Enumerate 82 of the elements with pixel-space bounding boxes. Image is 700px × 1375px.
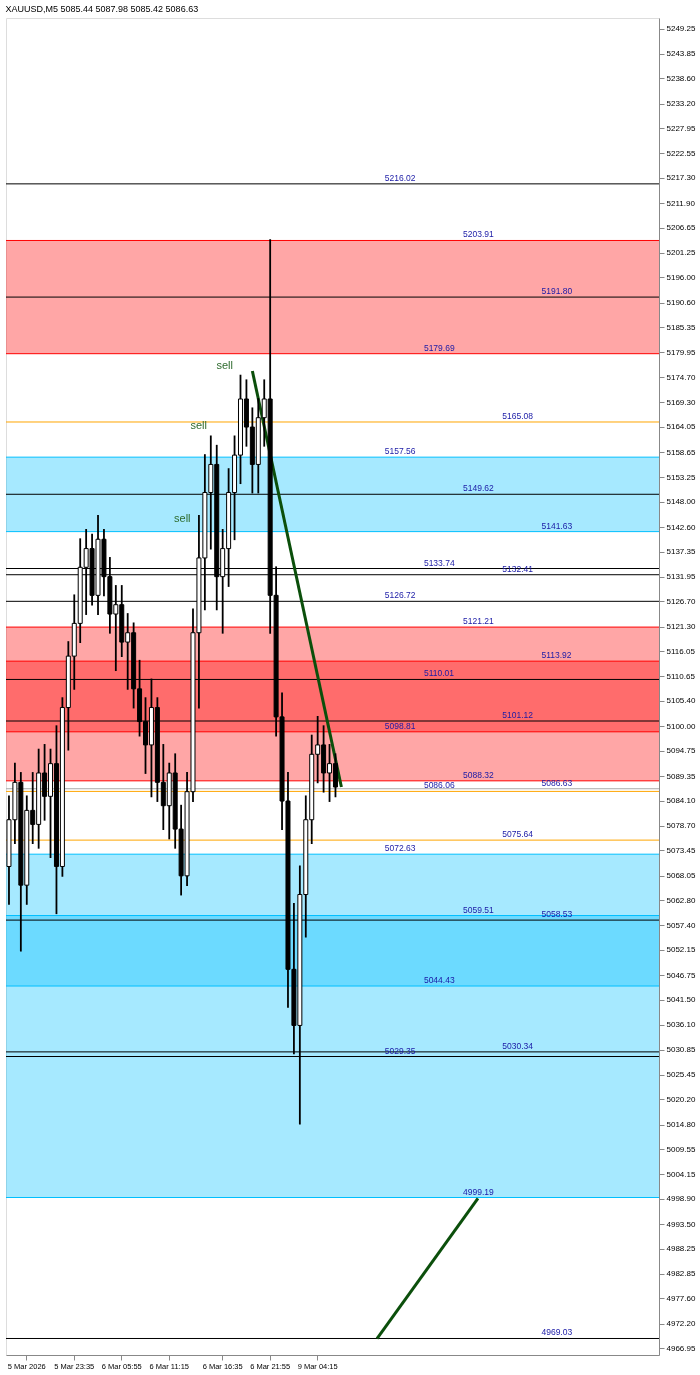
ref-line-label: 5098.81 [384,720,416,731]
y-tick-label: 5185.35 [666,322,696,332]
y-tick-label: 5222.55 [666,148,696,158]
ref-line-label: 5059.51 [463,904,495,915]
y-tick-label: 5009.55 [666,1144,696,1154]
ref-line-label: 4969.03 [541,1327,573,1338]
ref-line-label: 5157.56 [384,446,416,457]
ref-line-label: 5121.21 [463,616,495,627]
y-tick-label: 5196.00 [666,272,696,282]
y-tick-label: 5201.25 [666,248,696,258]
y-tick-label: 5164.05 [666,422,696,432]
y-tick-label: 5206.65 [666,223,696,233]
ref-line-label: 5086.06 [423,780,455,791]
y-tick-label: 5121.30 [666,622,696,632]
y-tick-label: 4972.20 [666,1319,696,1329]
y-tick-label: 5249.25 [666,24,696,34]
y-tick-label: 5110.65 [666,671,696,681]
ref-line-label: 5075.64 [502,829,534,840]
y-tick-label: 5100.00 [666,721,696,731]
ref-line-label: 5072.63 [384,843,416,854]
y-tick-label: 5062.80 [666,895,696,905]
y-tick-label: 5052.15 [666,945,696,955]
y-tick-label: 5158.65 [666,447,696,457]
y-tick-label: 5211.90 [666,198,696,208]
ref-line-label: 5216.02 [384,172,416,183]
ref-line-label: 5044.43 [423,975,455,986]
ref-line-label: 5110.01 [423,668,455,679]
y-tick-label: 5148.00 [666,497,696,507]
chart-title: XAUUSD,M5 5085.44 5087.98 5085.42 5086.63 [5,4,199,14]
ref-line-label: 5191.80 [541,286,573,297]
ref-line-label: 5149.62 [463,483,495,494]
y-tick-label: 4966.95 [666,1343,696,1353]
y-tick-label: 5126.70 [666,596,696,606]
y-tick-label: 4988.25 [666,1244,696,1254]
y-tick-label: 5030.85 [666,1045,696,1054]
ref-line-label: 5030.34 [502,1040,534,1051]
y-tick-label: 4977.60 [666,1293,696,1303]
annotation: sell [216,358,234,371]
y-tick-label: 5238.60 [666,73,696,83]
ref-line-label: 5086.63 [541,777,573,788]
y-tick-label: 5046.75 [666,970,696,980]
ref-line-label: 5113.92 [541,650,572,661]
y-tick-label: 5094.75 [666,746,696,756]
y-tick-label: 5078.70 [666,821,696,831]
y-tick-label: 5089.35 [666,771,696,781]
y-tick-label: 5105.40 [666,696,696,706]
y-tick-label: 4993.50 [666,1219,696,1229]
y-tick-label: 5004.15 [666,1169,696,1179]
ref-line-label: 5141.63 [541,520,573,531]
y-tick-label: 5068.05 [666,871,696,881]
y-tick-label: 5041.50 [666,995,696,1005]
y-tick-label: 5227.95 [666,123,696,133]
y-tick-label: 5116.05 [666,646,696,656]
ref-line-label: 5101.12 [502,710,534,720]
y-tick-label: 4998.90 [666,1194,696,1204]
ref-line-label: 5126.72 [384,590,416,601]
ref-line-label: 5165.08 [502,411,534,421]
annotation: sell [174,512,191,525]
y-tick-label: 5217.30 [666,173,696,183]
ref-line-label: 4999.19 [463,1186,495,1197]
y-tick-label: 5233.20 [666,99,696,109]
ref-line-label: 5088.32 [463,769,495,780]
y-tick-label: 4982.85 [666,1269,696,1279]
y-tick-label: 5025.45 [666,1070,696,1080]
y-tick-label: 5084.10 [666,796,696,806]
y-tick-label: 5153.25 [666,472,696,482]
y-tick-label: 5169.30 [666,397,696,407]
ref-line-label: 5203.91 [463,229,495,240]
y-tick-label: 5190.60 [666,298,696,308]
ref-line-label: 5179.69 [423,342,455,353]
y-tick-label: 5014.80 [666,1120,696,1130]
y-tick-label: 5243.85 [666,49,696,59]
ref-line-label: 5133.74 [423,557,455,568]
y-tick-label: 5179.95 [666,347,696,357]
y-tick-label: 5073.45 [666,845,696,855]
y-tick-label: 5057.40 [666,920,696,930]
y-tick-label: 5036.10 [666,1020,696,1030]
y-tick-label: 5142.60 [666,522,696,532]
y-tick-label: 5137.35 [666,547,696,557]
y-tick-label: 5131.95 [666,572,696,582]
y-tick-label: 5020.20 [666,1094,696,1104]
y-tick-label: 5174.70 [666,372,696,382]
